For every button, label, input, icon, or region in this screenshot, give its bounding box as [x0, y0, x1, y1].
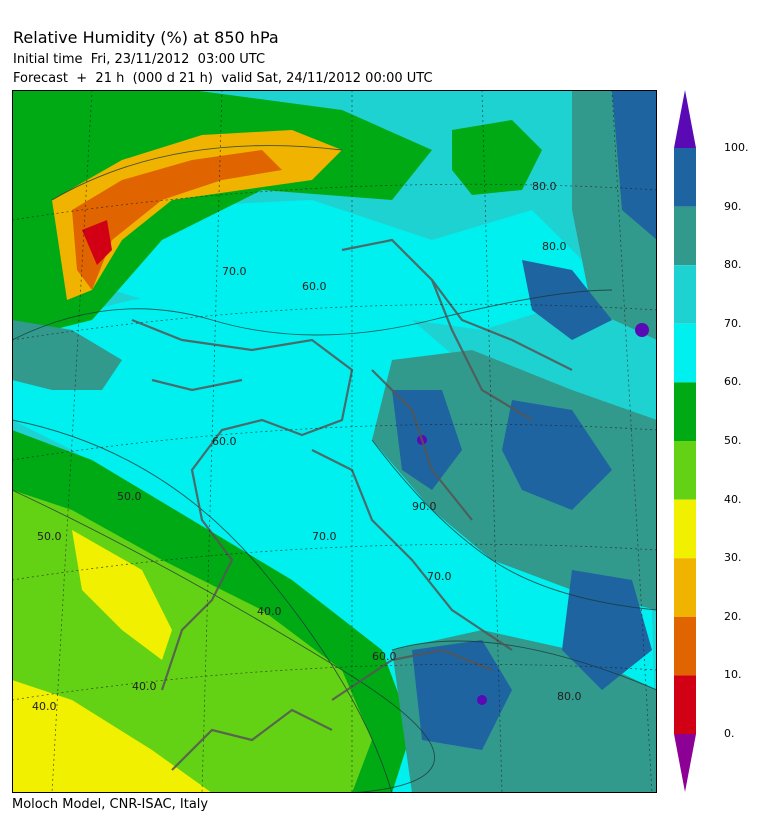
- field-60-70-north: [102, 200, 612, 330]
- field-10-20: [72, 150, 282, 290]
- field-90-100-d: [562, 570, 652, 690]
- border: [371, 369, 473, 521]
- contour-label: 70.0: [427, 570, 452, 583]
- field-50-60-blob: [452, 120, 542, 195]
- colorbar-band: [674, 558, 696, 617]
- forecast-validity: Forecast + 21 h (000 d 21 h) valid Sat, …: [13, 71, 433, 86]
- colorbar-tick-label: 50.: [724, 434, 742, 447]
- graticule: [12, 183, 657, 221]
- humidity-map: 70.0 80.0 60.0 90.0 50.0 40.0 80.0 70.0 …: [12, 90, 657, 793]
- contour-label: 60.0: [302, 280, 327, 293]
- graticule: [481, 90, 503, 793]
- contour-label: 60.0: [372, 650, 397, 663]
- contour-line: [371, 439, 657, 611]
- coastline: [131, 318, 354, 691]
- contour-label: 70.0: [222, 265, 247, 278]
- contour-line: [12, 489, 435, 793]
- initial-time: Initial time Fri, 23/11/2012 03:00 UTC: [13, 52, 266, 67]
- colorbar-tick-label: 80.: [724, 258, 742, 272]
- colorbar-band: [674, 616, 696, 676]
- colorbar-tick-label: 10.: [724, 668, 742, 682]
- field-20-30: [52, 130, 342, 300]
- border: [430, 279, 533, 421]
- colorbar-tick-label: 30.: [724, 551, 742, 565]
- field-30-40-south: [12, 680, 212, 793]
- colorbar-band: [674, 206, 696, 266]
- contour-label: 60.0: [212, 435, 237, 448]
- contour-label: 50.0: [117, 490, 142, 503]
- field-90-100-e: [612, 90, 657, 240]
- graticule: [12, 303, 657, 341]
- border: [171, 708, 333, 771]
- colorbar-band: [674, 499, 696, 559]
- graticule: [611, 90, 653, 793]
- contour-label: 40.0: [257, 605, 282, 618]
- colorbar-tick-label: 0.: [724, 727, 735, 740]
- graticule: [12, 423, 657, 461]
- border: [341, 238, 573, 371]
- field-90-100-b: [502, 400, 612, 510]
- contour-label: 50.0: [37, 530, 62, 543]
- contour-label: 90.0: [412, 500, 437, 513]
- contour-line: [51, 145, 343, 201]
- model-credit: Moloch Model, CNR-ISAC, Italy: [12, 797, 209, 812]
- field-100-spot: [635, 323, 649, 337]
- field-100-spot: [477, 695, 487, 705]
- contour-label: 40.0: [32, 700, 57, 713]
- colorbar-tick-label: 70.: [724, 316, 742, 330]
- colorbar-under-arrow: [674, 734, 696, 792]
- graticule: [201, 90, 223, 793]
- colorbar-band: [674, 323, 696, 383]
- contour-label: 70.0: [312, 530, 337, 543]
- colorbar-tick-label: 90.: [724, 199, 742, 213]
- field-30-40: [72, 530, 172, 660]
- border: [151, 378, 243, 392]
- field-80-90-west: [12, 320, 122, 390]
- contour-label: 80.0: [532, 180, 557, 193]
- map-title: Relative Humidity (%) at 850 hPa: [13, 28, 279, 47]
- colorbar-tick-label: 100.: [724, 141, 749, 154]
- colorbar-over-arrow: [674, 90, 696, 148]
- graticule: [12, 663, 657, 701]
- contour-label: 80.0: [557, 690, 582, 703]
- colorbar-band: [674, 441, 696, 500]
- colorbar: [674, 90, 696, 792]
- colorbar-band: [674, 148, 696, 207]
- coastline: [331, 648, 493, 701]
- field-90-100-f: [522, 260, 612, 340]
- field-0-10: [82, 220, 112, 265]
- contour-line: [391, 640, 657, 691]
- colorbar-band: [674, 265, 696, 324]
- graticule: [51, 90, 93, 793]
- colorbar-tick-label: 20.: [724, 609, 742, 623]
- contour-line: [12, 419, 393, 793]
- colorbar-tick-label: 60.: [724, 375, 742, 389]
- contour-line: [12, 289, 613, 341]
- map-frame: [12, 90, 657, 793]
- contour-label: 40.0: [132, 680, 157, 693]
- colorbar-band: [674, 382, 696, 441]
- graticule: [12, 543, 657, 581]
- colorbar-band: [674, 675, 696, 734]
- contour-label: 80.0: [542, 240, 567, 253]
- colorbar-tick-label: 40.: [724, 492, 742, 506]
